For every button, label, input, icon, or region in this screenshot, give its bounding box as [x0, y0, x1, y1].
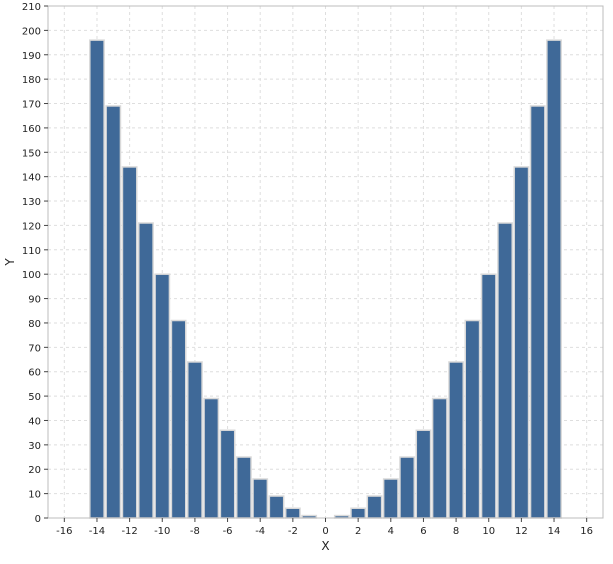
y-tick-label: 150 — [22, 148, 41, 159]
y-tick-label: 70 — [28, 343, 41, 354]
x-tick-label: 12 — [515, 526, 528, 537]
y-tick-label: 0 — [35, 514, 41, 525]
y-axis-ticks: 0 10 20 30 40 50 60 70 80 90 100 110 120 130 140 150 160… — [22, 2, 48, 525]
bar — [105, 105, 122, 519]
y-tick-label: 100 — [22, 270, 41, 281]
y-tick-label: 190 — [22, 51, 41, 62]
x-tick-label: 6 — [420, 526, 426, 537]
bar — [268, 495, 285, 519]
x-tick-label: -4 — [255, 526, 265, 537]
bar — [235, 456, 252, 519]
y-tick-label: 120 — [22, 221, 41, 232]
x-tick-label: -14 — [89, 526, 105, 537]
x-tick-label: 2 — [355, 526, 361, 537]
bar — [497, 222, 513, 519]
bar — [284, 507, 301, 519]
y-tick-label: 160 — [22, 124, 41, 135]
y-tick-label: 130 — [22, 197, 41, 208]
y-tick-label: 80 — [28, 319, 41, 330]
bar — [154, 273, 171, 519]
bar — [546, 39, 562, 519]
bar — [529, 105, 546, 519]
y-tick-label: 140 — [22, 173, 41, 184]
bar — [513, 166, 530, 519]
x-tick-label: -10 — [154, 526, 170, 537]
x-tick-label: 10 — [482, 526, 495, 537]
y-tick-label: 60 — [28, 368, 41, 379]
bar — [350, 507, 367, 519]
y-tick-label: 10 — [28, 490, 41, 501]
y-tick-label: 110 — [22, 246, 41, 257]
bar — [89, 39, 105, 519]
bar — [480, 273, 497, 519]
x-axis-title: X — [321, 539, 329, 553]
bar — [219, 429, 236, 519]
y-tick-label: 170 — [22, 100, 41, 111]
bar — [138, 222, 154, 519]
bar — [203, 397, 220, 519]
bar — [170, 319, 187, 519]
bar — [431, 397, 448, 519]
bar — [366, 495, 383, 519]
y-tick-label: 30 — [28, 441, 41, 452]
y-tick-label: 50 — [28, 392, 41, 403]
y-tick-label: 90 — [28, 295, 41, 306]
y-tick-label: 180 — [22, 75, 41, 86]
bar — [187, 361, 203, 519]
bar — [415, 429, 432, 519]
y-tick-label: 40 — [28, 416, 41, 427]
y-tick-label: 210 — [22, 2, 41, 13]
y-axis-title: Y — [3, 258, 17, 267]
x-tick-label: 16 — [580, 526, 593, 537]
bars — [89, 39, 562, 519]
x-axis-ticks: -16 -14 -12 -10 -8 -6 -4 -2 0 2 4 6 8 10 12 14 16 — [56, 518, 593, 537]
bar — [448, 361, 465, 519]
x-tick-label: -2 — [288, 526, 298, 537]
y-tick-label: 200 — [22, 26, 41, 37]
bar — [464, 319, 481, 519]
y-tick-label: 20 — [28, 465, 41, 476]
x-tick-label: 0 — [322, 526, 328, 537]
bar — [121, 166, 138, 519]
x-tick-label: -8 — [190, 526, 200, 537]
x-tick-label: -6 — [223, 526, 233, 537]
bar — [252, 478, 269, 519]
x-tick-label: 8 — [453, 526, 459, 537]
x-tick-label: -16 — [56, 526, 72, 537]
bar — [382, 478, 399, 519]
x-tick-label: 4 — [388, 526, 394, 537]
x-tick-label: 14 — [548, 526, 561, 537]
bar — [399, 456, 416, 519]
x-tick-label: -12 — [121, 526, 137, 537]
